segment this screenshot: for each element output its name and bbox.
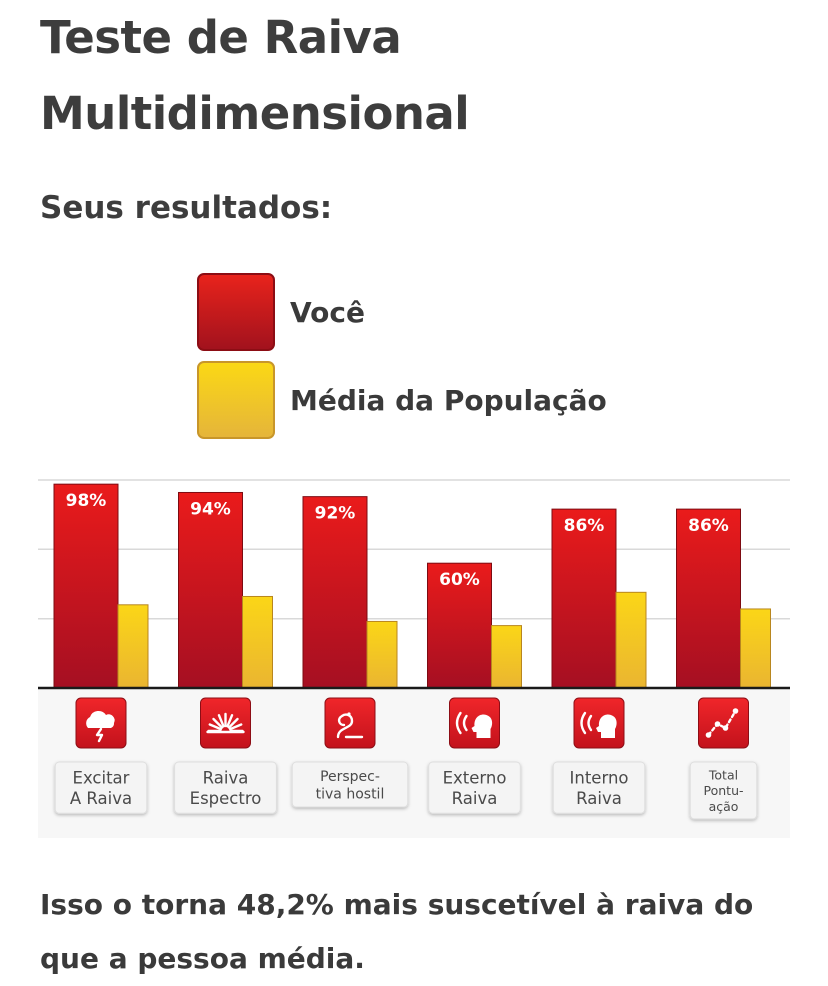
category-labels: Excitar A Raiva Raiva Espectro Perspec-tiva … xyxy=(54,697,758,820)
bar-media-populacao xyxy=(366,620,398,689)
bar-voce xyxy=(302,496,368,689)
legend-swatch-you xyxy=(197,273,275,351)
bar-value-label: 86% xyxy=(564,516,605,536)
bar-voce xyxy=(427,562,492,689)
legend-item-population: Média da População xyxy=(197,361,607,439)
legend-item-you: Você xyxy=(197,273,365,351)
bar-voce xyxy=(53,483,119,689)
cobra-icon xyxy=(324,697,376,749)
bar-voce xyxy=(178,491,243,689)
results-heading: Seus resultados: xyxy=(40,190,333,226)
bar-value-label: 94% xyxy=(190,499,231,519)
category-label: Interno Raiva xyxy=(570,769,629,809)
legend-label-population: Média da População xyxy=(290,383,607,417)
bar-value-label: 60% xyxy=(439,570,480,590)
bar-media-populacao xyxy=(117,604,149,689)
shouting-head-icon xyxy=(449,697,500,749)
spectrum-fan-icon xyxy=(200,697,251,749)
page-title: Teste de Raiva Multidimensional xyxy=(40,11,470,140)
bar-value-label: 86% xyxy=(688,516,729,536)
storm-cloud-icon xyxy=(75,697,127,749)
bar-media-populacao xyxy=(615,591,647,689)
category-label: Total Pontu-ação xyxy=(704,768,744,814)
bar-value-label: 98% xyxy=(66,491,107,511)
category-strip xyxy=(38,688,790,838)
bar-value-label: 92% xyxy=(315,504,356,524)
bars: 98% 94% 92% 60% 86% 86% xyxy=(53,483,771,689)
inner-shout-head-icon xyxy=(573,697,625,749)
category-tag: Perspec-tiva hostil xyxy=(291,761,409,808)
category-tag: Raiva Espectro xyxy=(174,761,277,814)
legend-label-you: Você xyxy=(290,295,365,329)
bar-chart: 98% 94% 92% 60% 86% 86% Excitar A Raiva Raiva Es… xyxy=(38,470,790,838)
bar-media-populacao xyxy=(740,608,771,689)
category-tag: Interno Raiva xyxy=(552,761,646,814)
bar-voce xyxy=(551,508,617,689)
bar-media-populacao xyxy=(242,595,273,689)
category-label: Externo Raiva xyxy=(443,769,507,809)
category-tag: Excitar A Raiva xyxy=(54,761,148,814)
bar-voce xyxy=(676,508,741,689)
category-label: Excitar A Raiva xyxy=(70,769,132,809)
category-tag: Total Pontu-ação xyxy=(689,761,758,820)
gridlines xyxy=(38,479,790,620)
legend-swatch-population xyxy=(197,361,275,439)
bar-media-populacao xyxy=(491,625,522,689)
category-label: Raiva Espectro xyxy=(190,769,262,809)
scatter-trend-icon xyxy=(698,697,749,749)
category-label: Perspec-tiva hostil xyxy=(316,769,385,803)
result-summary: Isso o torna 48,2% mais suscetível à rai… xyxy=(40,888,754,975)
category-tag: Externo Raiva xyxy=(428,761,521,814)
